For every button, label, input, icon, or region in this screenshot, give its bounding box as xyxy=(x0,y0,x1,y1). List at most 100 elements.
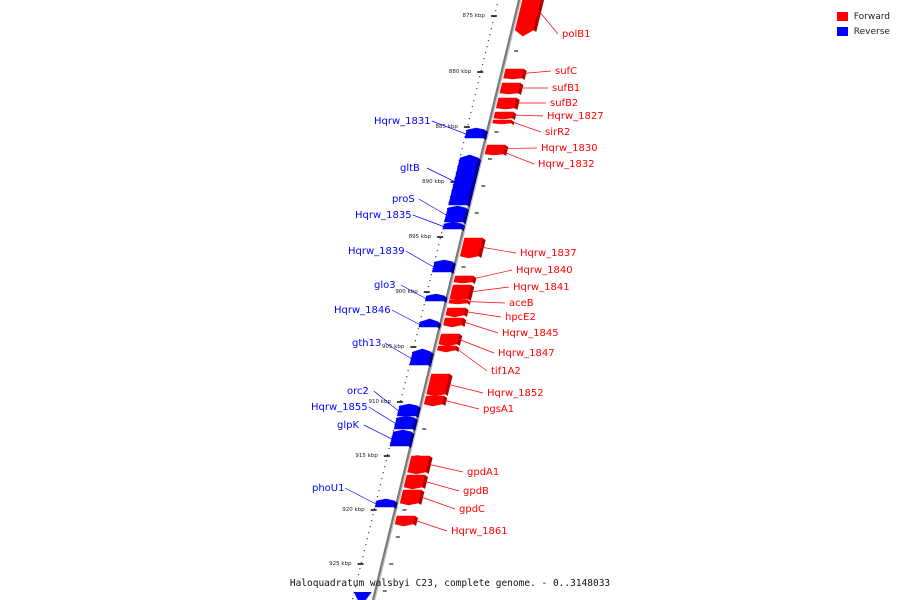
gene-hqrw-1840[interactable]: Hqrw_1840 xyxy=(453,265,573,284)
gene-gpda1[interactable]: gpdA1 xyxy=(407,455,500,478)
gene-label[interactable]: sirR2 xyxy=(545,127,570,138)
gene-polb1[interactable]: polB1 xyxy=(514,0,590,40)
gene-label[interactable]: gth13 xyxy=(352,338,381,349)
gene-block[interactable] xyxy=(423,395,445,407)
gene-block[interactable] xyxy=(514,0,543,37)
gene-block[interactable] xyxy=(399,489,422,506)
gene-label[interactable]: Hqrw_1830 xyxy=(541,143,598,154)
gene-label[interactable]: glo3 xyxy=(374,280,396,291)
gene-block-side xyxy=(471,276,477,284)
gene-label[interactable]: pgsA1 xyxy=(483,404,514,415)
gene-label[interactable]: Hqrw_1847 xyxy=(498,348,555,359)
gene-hqrw-1852[interactable]: Hqrw_1852 xyxy=(426,373,544,399)
gene-label[interactable]: sufB1 xyxy=(552,83,580,94)
gene-label[interactable]: aceB xyxy=(509,298,534,309)
gene-block[interactable] xyxy=(448,154,479,206)
gene-sufb2[interactable]: sufB2 xyxy=(495,97,578,110)
gene-gth13[interactable]: gth13 xyxy=(352,338,434,367)
gene-sufb1[interactable]: sufB1 xyxy=(499,82,580,95)
gene-block[interactable] xyxy=(426,373,450,397)
gene-sufc[interactable]: sufC xyxy=(503,66,577,80)
gene-block[interactable] xyxy=(448,299,468,305)
gene-hqrw-1827[interactable]: Hqrw_1827 xyxy=(493,111,604,122)
gene-label[interactable]: gpdA1 xyxy=(467,467,499,478)
gene-block[interactable] xyxy=(403,474,426,490)
gene-label[interactable]: Hqrw_1861 xyxy=(451,526,508,537)
gene-label[interactable]: glpK xyxy=(337,420,359,431)
gene-glpk[interactable]: glpK xyxy=(337,420,415,448)
gene-label[interactable]: Hqrw_1845 xyxy=(502,328,559,339)
gene-gltb[interactable]: gltB xyxy=(400,154,482,207)
gene-block[interactable] xyxy=(424,293,445,302)
gene-block[interactable] xyxy=(453,275,474,284)
gene-block[interactable] xyxy=(493,111,514,120)
gene-label[interactable]: Hqrw_1852 xyxy=(487,388,544,399)
gene-tif1a2[interactable]: tif1A2 xyxy=(437,345,521,377)
gene-block[interactable] xyxy=(492,119,512,125)
gene-hqrw-1832[interactable]: Hqrw_1832 xyxy=(484,149,595,170)
gene-label[interactable]: sufB2 xyxy=(550,98,578,109)
gene-block[interactable] xyxy=(438,333,460,347)
gene-label[interactable]: orc2 xyxy=(347,386,369,397)
gene-pgsa1[interactable]: pgsA1 xyxy=(423,395,514,415)
gene-block[interactable] xyxy=(459,237,484,259)
gene-hpce2[interactable]: hpcE2 xyxy=(445,307,536,323)
gene-block[interactable] xyxy=(394,515,416,527)
gene-block[interactable] xyxy=(499,82,521,95)
gene-block[interactable] xyxy=(495,97,518,110)
gene-label[interactable]: Hqrw_1846 xyxy=(334,305,391,316)
gene-block[interactable] xyxy=(464,127,486,139)
gene-block[interactable] xyxy=(409,348,432,366)
gene-block[interactable] xyxy=(484,149,505,156)
gene-hqrw-1847[interactable]: Hqrw_1847 xyxy=(438,333,555,359)
gene-pros[interactable]: proS xyxy=(392,194,469,224)
gene-label[interactable]: phoU1 xyxy=(312,483,345,494)
gene-hqrw-1837[interactable]: Hqrw_1837 xyxy=(459,237,577,259)
gene-block[interactable] xyxy=(503,68,525,80)
gene-label[interactable]: Hqrw_1835 xyxy=(355,210,412,221)
gene-label[interactable]: Hqrw_1855 xyxy=(311,402,368,413)
gene-hqrw-1845[interactable]: Hqrw_1845 xyxy=(443,317,559,339)
gene-gpdc[interactable]: gpdC xyxy=(399,489,485,515)
gene-label[interactable]: gltB xyxy=(400,163,420,174)
gene-aceb[interactable]: aceB xyxy=(448,298,534,309)
gene-label[interactable]: proS xyxy=(392,194,415,205)
gene-label[interactable]: Hqrw_1832 xyxy=(538,159,595,170)
gene-label[interactable]: Hqrw_1827 xyxy=(547,111,604,122)
gene-hqrw-1841[interactable]: Hqrw_1841 xyxy=(449,282,570,301)
gene-block[interactable] xyxy=(445,307,466,318)
gene-label[interactable]: Hqrw_1840 xyxy=(516,265,573,276)
gene-block[interactable] xyxy=(449,284,472,301)
gene-hqrw-1855[interactable]: Hqrw_1855 xyxy=(311,402,418,431)
gene-block[interactable] xyxy=(442,221,463,230)
gene-hqrw-1861[interactable]: Hqrw_1861 xyxy=(394,515,508,537)
gene-block[interactable] xyxy=(407,455,430,475)
gene-glo3[interactable]: glo3 xyxy=(374,280,448,303)
gene-hqrw-1835[interactable]: Hqrw_1835 xyxy=(355,210,466,231)
gene-block[interactable] xyxy=(396,403,419,417)
gene-block[interactable] xyxy=(431,259,454,273)
gene-sirr2[interactable]: sirR2 xyxy=(492,119,571,138)
gene-hqrw-1846[interactable]: Hqrw_1846 xyxy=(334,305,442,329)
gene-hqrw-1831[interactable]: Hqrw_1831 xyxy=(374,116,488,140)
gene-label[interactable]: sufC xyxy=(555,66,577,77)
gene-block[interactable] xyxy=(443,317,464,328)
gene-block[interactable] xyxy=(393,415,416,430)
gene-label[interactable]: Hqrw_1841 xyxy=(513,282,570,293)
gene-block[interactable] xyxy=(444,205,467,223)
gene-phou1[interactable]: phoU1 xyxy=(312,483,398,509)
gene-block[interactable] xyxy=(418,318,439,328)
gene-label[interactable]: tif1A2 xyxy=(491,366,521,377)
gene-hqrw-1839[interactable]: Hqrw_1839 xyxy=(348,246,456,274)
gene-label[interactable]: gpdC xyxy=(459,504,485,515)
gene-label[interactable]: Hqrw_1837 xyxy=(520,248,577,259)
gene-label[interactable]: Hqrw_1831 xyxy=(374,116,431,127)
gene-block[interactable] xyxy=(374,498,395,508)
gene-block[interactable] xyxy=(389,429,412,447)
gene-label[interactable]: hpcE2 xyxy=(505,312,536,323)
gene-label[interactable]: polB1 xyxy=(562,29,590,40)
gene-label[interactable]: gpdB xyxy=(463,486,489,497)
gene-label[interactable]: Hqrw_1839 xyxy=(348,246,405,257)
gene-gpdb[interactable]: gpdB xyxy=(403,474,489,497)
gene-block[interactable] xyxy=(437,345,457,353)
